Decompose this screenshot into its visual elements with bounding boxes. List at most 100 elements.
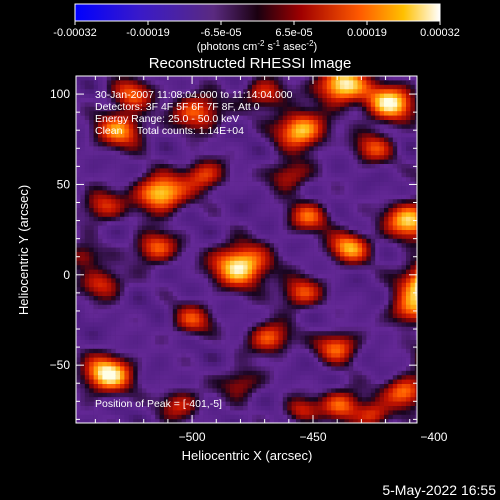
heatmap-cell (278, 234, 284, 240)
heatmap-cell (252, 322, 257, 328)
heatmap-cell (300, 274, 306, 279)
heatmap-cell (410, 146, 416, 152)
heatmap-cell (128, 326, 134, 332)
heatmap-cell (401, 296, 407, 301)
heatmap-cell (357, 98, 363, 103)
heatmap-cell (150, 331, 156, 336)
heatmap-cell (128, 265, 134, 270)
heatmap-cell (388, 124, 394, 130)
heatmap-cell (348, 128, 354, 134)
heatmap-cell (313, 164, 319, 169)
heatmap-cell (190, 142, 196, 147)
heatmap-cell (287, 243, 292, 248)
heatmap-cell (375, 344, 380, 350)
heatmap-cell (199, 133, 204, 138)
heatmap-cell (287, 80, 292, 86)
heatmap-cell (296, 102, 301, 108)
heatmap-cell (142, 172, 147, 178)
heatmap-cell (291, 111, 297, 116)
heatmap-cell (168, 190, 174, 196)
heatmap-cell (335, 287, 341, 292)
heatmap-cell (137, 291, 143, 297)
heatmap-cell (370, 344, 376, 350)
heatmap-cell (124, 190, 130, 196)
heatmap-cell (115, 93, 121, 99)
heatmap-cell (186, 265, 191, 270)
heatmap-cell (335, 159, 341, 165)
heatmap-cell (340, 252, 345, 257)
heatmap-cell (84, 221, 90, 226)
heatmap-cell (304, 282, 310, 288)
heatmap-cell (230, 353, 235, 358)
heatmap-cell (142, 318, 147, 323)
heatmap-cell (128, 296, 134, 301)
heatmap-cell (384, 76, 389, 81)
heatmap-cell (313, 89, 319, 94)
heatmap-cell (137, 296, 143, 301)
heatmap-cell (260, 278, 266, 284)
heatmap-cell (106, 243, 112, 248)
heatmap-cell (406, 194, 411, 200)
heatmap-cell (124, 265, 130, 270)
heatmap-cell (300, 353, 306, 358)
heatmap-cell (190, 326, 196, 332)
heatmap-cell (133, 348, 138, 354)
heatmap-cell (164, 247, 169, 253)
heatmap-cell (238, 243, 244, 248)
heatmap-cell (348, 168, 354, 174)
heatmap-cell (106, 212, 112, 218)
heatmap-cell (414, 243, 418, 248)
heatmap-cell (177, 155, 182, 160)
heatmap-cell (181, 84, 187, 90)
heatmap-cell (357, 76, 363, 81)
heatmap-cell (203, 194, 209, 200)
heatmap-cell (221, 159, 226, 165)
heatmap-cell (322, 331, 328, 336)
heatmap-cell (102, 225, 108, 231)
heatmap-cell (137, 98, 143, 103)
heatmap-cell (370, 335, 376, 341)
heatmap-cell (76, 194, 81, 200)
heatmap-cell (274, 225, 279, 231)
heatmap-cell (401, 164, 407, 169)
heatmap-cell (199, 265, 204, 270)
heatmap-cell (102, 159, 108, 165)
heatmap-cell (370, 128, 376, 134)
heatmap-cell (234, 225, 240, 231)
heatmap-cell (348, 84, 354, 90)
heatmap-cell (102, 234, 108, 240)
heatmap-cell (76, 177, 81, 182)
heatmap-cell (102, 260, 108, 266)
heatmap-cell (384, 111, 389, 116)
heatmap-cell (287, 142, 292, 147)
heatmap-cell (194, 150, 200, 156)
heatmap-cell (115, 274, 121, 279)
heatmap-cell (181, 322, 187, 328)
heatmap-cell (124, 287, 130, 292)
heatmap-cell (243, 212, 248, 218)
heatmap-cell (172, 322, 178, 328)
heatmap-cell (340, 318, 345, 323)
heatmap-cell (212, 194, 218, 200)
heatmap-cell (186, 120, 191, 125)
heatmap-cell (401, 331, 407, 336)
heatmap-cell (247, 203, 253, 209)
heatmap-cell (80, 177, 86, 182)
heatmap-cell (159, 287, 165, 292)
heatmap-cell (247, 181, 253, 187)
heatmap-cell (282, 216, 288, 222)
heatmap-cell (128, 168, 134, 174)
heatmap-cell (98, 190, 103, 196)
heatmap-cell (322, 102, 328, 108)
heatmap-cell (203, 278, 209, 284)
heatmap-cell (172, 282, 178, 288)
heatmap-cell (111, 243, 116, 248)
heatmap-cell (190, 296, 196, 301)
heatmap-cell (410, 225, 416, 231)
heatmap-cell (348, 203, 354, 209)
heatmap-cell (265, 260, 270, 266)
heatmap-cell (203, 326, 209, 332)
heatmap-cell (243, 296, 248, 301)
heatmap-cell (260, 115, 266, 121)
heatmap-cell (278, 216, 284, 222)
